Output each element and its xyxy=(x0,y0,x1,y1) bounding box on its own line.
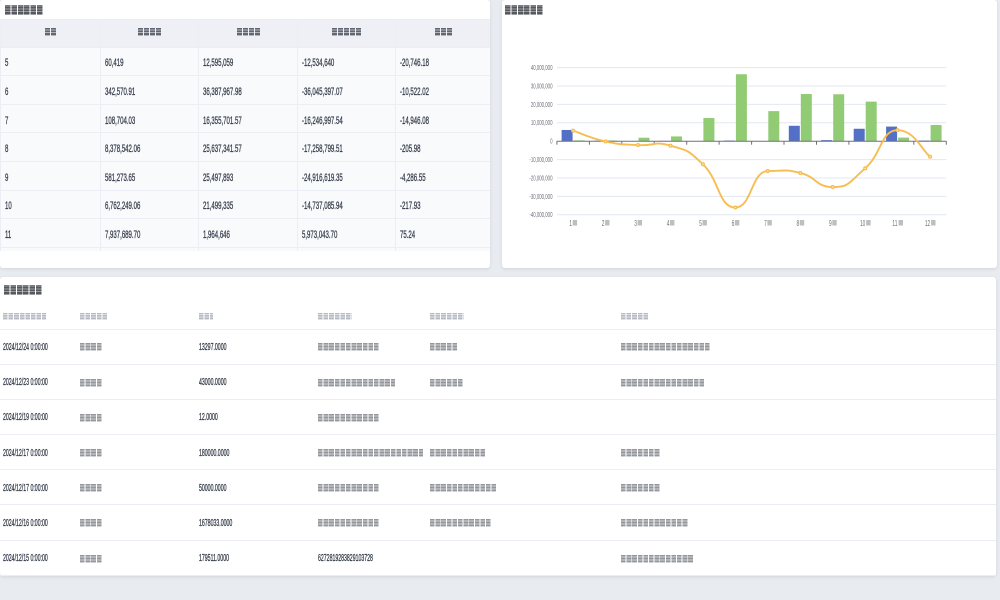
svg-text:6: 6 xyxy=(732,220,735,228)
svg-text:-10,000,000: -10,000,000 xyxy=(529,157,552,164)
svg-text:30,000,000: 30,000,000 xyxy=(531,84,553,91)
svg-text:-30,000,000: -30,000,000 xyxy=(529,194,552,201)
svg-text:11: 11 xyxy=(892,220,897,228)
svg-text:8: 8 xyxy=(797,220,800,228)
svg-text:-20,000,000: -20,000,000 xyxy=(529,176,552,183)
svg-text:1: 1 xyxy=(569,220,572,228)
svg-text:-40,000,000: -40,000,000 xyxy=(529,212,552,219)
svg-text:40,000,000: 40,000,000 xyxy=(531,65,553,72)
svg-text:10,000,000: 10,000,000 xyxy=(531,120,553,127)
svg-text:20,000,000: 20,000,000 xyxy=(531,102,553,109)
svg-text:2: 2 xyxy=(602,220,605,228)
svg-text:4: 4 xyxy=(667,220,670,228)
svg-text:5: 5 xyxy=(699,220,702,228)
svg-text:12: 12 xyxy=(925,220,931,228)
svg-text:7: 7 xyxy=(764,220,767,228)
svg-text:9: 9 xyxy=(829,220,832,228)
svg-text:3: 3 xyxy=(634,220,637,228)
svg-text:0: 0 xyxy=(550,139,552,146)
svg-text:10: 10 xyxy=(860,220,866,228)
